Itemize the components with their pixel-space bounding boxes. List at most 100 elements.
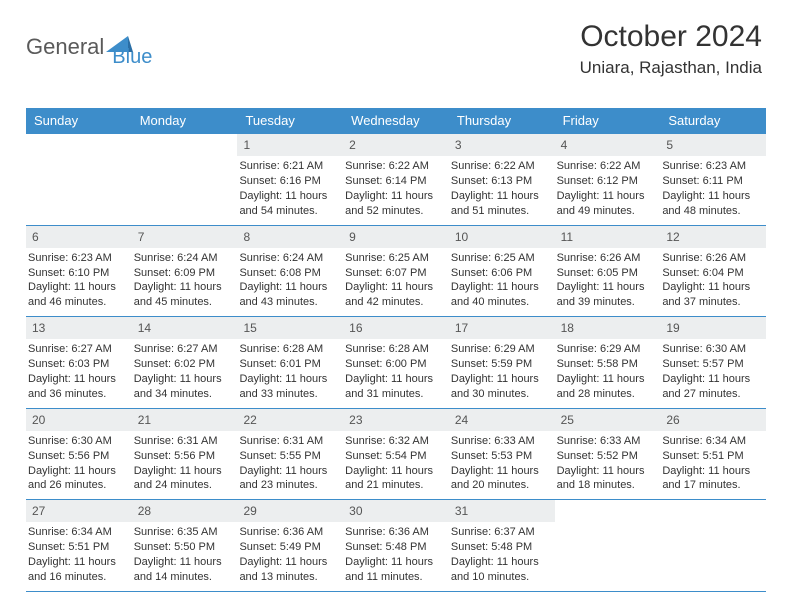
sunset-text: Sunset: 5:50 PM (134, 540, 234, 555)
sunset-text: Sunset: 5:48 PM (345, 540, 445, 555)
day-content: Sunrise: 6:25 AMSunset: 6:06 PMDaylight:… (449, 250, 555, 316)
daylight-text: Daylight: 11 hours and 24 minutes. (134, 464, 234, 494)
daylight-text: Daylight: 11 hours and 13 minutes. (239, 555, 339, 585)
day-number: 20 (26, 409, 132, 431)
sunset-text: Sunset: 6:00 PM (345, 357, 445, 372)
sunset-text: Sunset: 6:16 PM (239, 174, 339, 189)
weekday-header-monday: Monday (132, 108, 238, 134)
weekday-header-friday: Friday (555, 108, 661, 134)
weekday-header-tuesday: Tuesday (237, 108, 343, 134)
sunset-text: Sunset: 6:08 PM (239, 266, 339, 281)
day-cell: 22Sunrise: 6:31 AMSunset: 5:55 PMDayligh… (237, 409, 343, 500)
day-cell: 4Sunrise: 6:22 AMSunset: 6:12 PMDaylight… (555, 134, 661, 225)
day-content: Sunrise: 6:24 AMSunset: 6:09 PMDaylight:… (132, 250, 238, 316)
day-cell: 18Sunrise: 6:29 AMSunset: 5:58 PMDayligh… (555, 317, 661, 408)
sunrise-text: Sunrise: 6:30 AM (662, 342, 762, 357)
day-number: 6 (26, 226, 132, 248)
day-cell: 19Sunrise: 6:30 AMSunset: 5:57 PMDayligh… (660, 317, 766, 408)
day-number: 27 (26, 500, 132, 522)
day-content: Sunrise: 6:21 AMSunset: 6:16 PMDaylight:… (237, 158, 343, 224)
weekday-header-saturday: Saturday (660, 108, 766, 134)
daylight-text: Daylight: 11 hours and 23 minutes. (239, 464, 339, 494)
sunrise-text: Sunrise: 6:34 AM (28, 525, 128, 540)
day-content: Sunrise: 6:32 AMSunset: 5:54 PMDaylight:… (343, 433, 449, 499)
day-cell: 8Sunrise: 6:24 AMSunset: 6:08 PMDaylight… (237, 226, 343, 317)
day-content: Sunrise: 6:27 AMSunset: 6:02 PMDaylight:… (132, 341, 238, 407)
empty-day-cell (132, 134, 238, 225)
sunset-text: Sunset: 6:09 PM (134, 266, 234, 281)
day-content: Sunrise: 6:28 AMSunset: 6:01 PMDaylight:… (237, 341, 343, 407)
week-row: 20Sunrise: 6:30 AMSunset: 5:56 PMDayligh… (26, 409, 766, 501)
day-number: 14 (132, 317, 238, 339)
sunrise-text: Sunrise: 6:28 AM (239, 342, 339, 357)
day-number: 7 (132, 226, 238, 248)
location-text: Uniara, Rajasthan, India (580, 58, 762, 78)
day-cell: 29Sunrise: 6:36 AMSunset: 5:49 PMDayligh… (237, 500, 343, 591)
day-cell: 30Sunrise: 6:36 AMSunset: 5:48 PMDayligh… (343, 500, 449, 591)
day-number: 13 (26, 317, 132, 339)
daylight-text: Daylight: 11 hours and 52 minutes. (345, 189, 445, 219)
day-content: Sunrise: 6:36 AMSunset: 5:49 PMDaylight:… (237, 524, 343, 590)
day-number: 1 (237, 134, 343, 156)
day-content: Sunrise: 6:22 AMSunset: 6:12 PMDaylight:… (555, 158, 661, 224)
sunrise-text: Sunrise: 6:29 AM (451, 342, 551, 357)
sunrise-text: Sunrise: 6:34 AM (662, 434, 762, 449)
day-number: 22 (237, 409, 343, 431)
daylight-text: Daylight: 11 hours and 30 minutes. (451, 372, 551, 402)
sunrise-text: Sunrise: 6:31 AM (239, 434, 339, 449)
daylight-text: Daylight: 11 hours and 26 minutes. (28, 464, 128, 494)
day-number: 9 (343, 226, 449, 248)
sunset-text: Sunset: 6:12 PM (557, 174, 657, 189)
daylight-text: Daylight: 11 hours and 28 minutes. (557, 372, 657, 402)
day-number: 8 (237, 226, 343, 248)
day-cell: 17Sunrise: 6:29 AMSunset: 5:59 PMDayligh… (449, 317, 555, 408)
sunrise-text: Sunrise: 6:22 AM (557, 159, 657, 174)
sunrise-text: Sunrise: 6:29 AM (557, 342, 657, 357)
day-content: Sunrise: 6:35 AMSunset: 5:50 PMDaylight:… (132, 524, 238, 590)
day-cell: 7Sunrise: 6:24 AMSunset: 6:09 PMDaylight… (132, 226, 238, 317)
calendar-grid: SundayMondayTuesdayWednesdayThursdayFrid… (26, 108, 766, 592)
daylight-text: Daylight: 11 hours and 51 minutes. (451, 189, 551, 219)
weekday-header-row: SundayMondayTuesdayWednesdayThursdayFrid… (26, 108, 766, 134)
daylight-text: Daylight: 11 hours and 11 minutes. (345, 555, 445, 585)
sunrise-text: Sunrise: 6:31 AM (134, 434, 234, 449)
daylight-text: Daylight: 11 hours and 36 minutes. (28, 372, 128, 402)
day-number: 21 (132, 409, 238, 431)
day-content: Sunrise: 6:33 AMSunset: 5:52 PMDaylight:… (555, 433, 661, 499)
day-content: Sunrise: 6:33 AMSunset: 5:53 PMDaylight:… (449, 433, 555, 499)
sunrise-text: Sunrise: 6:37 AM (451, 525, 551, 540)
sunrise-text: Sunrise: 6:30 AM (28, 434, 128, 449)
sunrise-text: Sunrise: 6:21 AM (239, 159, 339, 174)
day-content: Sunrise: 6:28 AMSunset: 6:00 PMDaylight:… (343, 341, 449, 407)
daylight-text: Daylight: 11 hours and 14 minutes. (134, 555, 234, 585)
sunset-text: Sunset: 6:02 PM (134, 357, 234, 372)
sunset-text: Sunset: 6:03 PM (28, 357, 128, 372)
daylight-text: Daylight: 11 hours and 42 minutes. (345, 280, 445, 310)
week-row: 13Sunrise: 6:27 AMSunset: 6:03 PMDayligh… (26, 317, 766, 409)
day-content: Sunrise: 6:37 AMSunset: 5:48 PMDaylight:… (449, 524, 555, 590)
day-content: Sunrise: 6:30 AMSunset: 5:57 PMDaylight:… (660, 341, 766, 407)
sunrise-text: Sunrise: 6:23 AM (662, 159, 762, 174)
week-row: 6Sunrise: 6:23 AMSunset: 6:10 PMDaylight… (26, 226, 766, 318)
logo-text-blue: Blue (112, 46, 152, 69)
sunset-text: Sunset: 5:56 PM (134, 449, 234, 464)
daylight-text: Daylight: 11 hours and 27 minutes. (662, 372, 762, 402)
weekday-header-sunday: Sunday (26, 108, 132, 134)
day-number: 5 (660, 134, 766, 156)
sunrise-text: Sunrise: 6:27 AM (134, 342, 234, 357)
day-content: Sunrise: 6:26 AMSunset: 6:04 PMDaylight:… (660, 250, 766, 316)
day-content: Sunrise: 6:34 AMSunset: 5:51 PMDaylight:… (26, 524, 132, 590)
header-right: October 2024 Uniara, Rajasthan, India (580, 20, 762, 78)
day-cell: 26Sunrise: 6:34 AMSunset: 5:51 PMDayligh… (660, 409, 766, 500)
sunrise-text: Sunrise: 6:22 AM (345, 159, 445, 174)
day-cell: 27Sunrise: 6:34 AMSunset: 5:51 PMDayligh… (26, 500, 132, 591)
sunset-text: Sunset: 6:06 PM (451, 266, 551, 281)
weekday-header-thursday: Thursday (449, 108, 555, 134)
week-row: 1Sunrise: 6:21 AMSunset: 6:16 PMDaylight… (26, 134, 766, 226)
daylight-text: Daylight: 11 hours and 48 minutes. (662, 189, 762, 219)
daylight-text: Daylight: 11 hours and 17 minutes. (662, 464, 762, 494)
sunset-text: Sunset: 6:10 PM (28, 266, 128, 281)
day-number: 4 (555, 134, 661, 156)
day-content: Sunrise: 6:24 AMSunset: 6:08 PMDaylight:… (237, 250, 343, 316)
sunset-text: Sunset: 5:51 PM (662, 449, 762, 464)
